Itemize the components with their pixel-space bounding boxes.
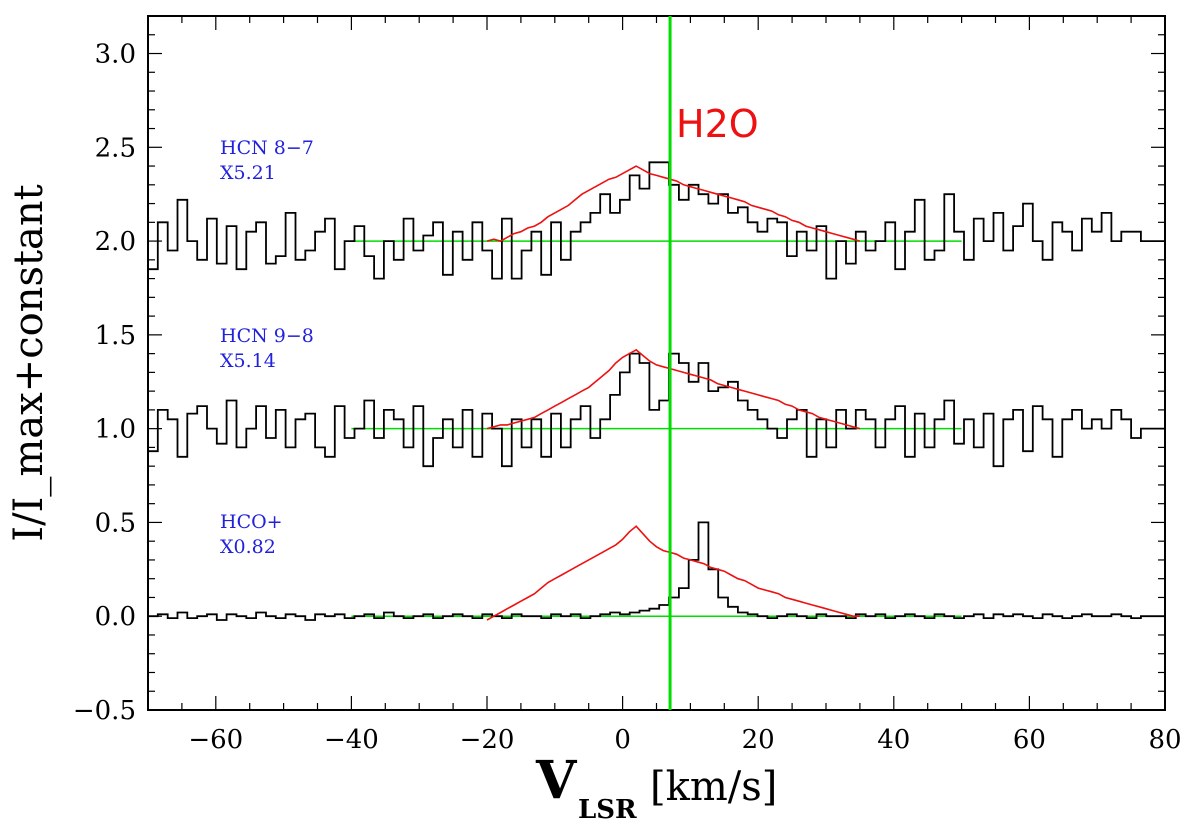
x-axis-label: V LSR [km/s] <box>535 750 777 825</box>
y-tick-label: 0.0 <box>95 602 136 632</box>
y-tick-label: 2.0 <box>95 227 136 257</box>
tick-labels: −60 −40 −20 0 20 40 60 80 −0.5 0.0 0.5 1.0 1.5 2.0 2.5… <box>73 40 1182 755</box>
y-tick-label: 0.5 <box>95 508 136 538</box>
panel-label-line1: HCO+ <box>220 511 283 533</box>
panel-label-line2: X5.14 <box>220 350 276 372</box>
x-tick-label: −40 <box>324 725 379 755</box>
x-tick-label: 80 <box>1148 725 1181 755</box>
spectrum-red-h2o <box>486 165 861 242</box>
spectrum-black-step <box>148 521 1165 621</box>
y-tick-label: 3.0 <box>95 40 136 70</box>
spectrum-black-step <box>148 161 1165 280</box>
panel-annotations: HCN 8−7 X5.21 HCN 9−8 X5.14 HCO+ X0.82 <box>220 137 314 558</box>
plot-area: H2O HCN 8−7 X5.21 HCN 9−8 X5.14 HCO+ X0.82 <box>147 15 1166 711</box>
panel-label-line1: HCN 9−8 <box>220 325 314 347</box>
spectrum-black-step <box>148 352 1165 468</box>
x-tick-label: 60 <box>1013 725 1046 755</box>
x-tick-label: 20 <box>742 725 775 755</box>
x-axis-label-unit: [km/s] <box>650 764 777 810</box>
y-tick-label: 1.0 <box>95 415 136 445</box>
axis-ticks <box>147 15 1166 711</box>
x-axis-label-subscript: LSR <box>578 795 637 825</box>
y-tick-label: 2.5 <box>95 133 136 163</box>
spectrum-red-h2o <box>486 525 860 621</box>
y-tick-label: 1.5 <box>95 321 136 351</box>
panel-label-line2: X5.21 <box>220 162 276 184</box>
panel-label-line2: X0.82 <box>220 536 276 558</box>
plot-frame <box>147 15 1166 711</box>
series-group <box>148 161 1165 621</box>
x-tick-label: −20 <box>460 725 515 755</box>
x-tick-label: 40 <box>877 725 910 755</box>
x-tick-label: 0 <box>614 725 631 755</box>
h2o-label: H2O <box>676 102 759 146</box>
x-tick-label: −60 <box>188 725 243 755</box>
panel-label-line1: HCN 8−7 <box>220 137 314 159</box>
y-axis-label: I/I_max+constant <box>6 184 52 541</box>
x-axis-label-main: V <box>535 750 578 811</box>
spectrum-red-h2o <box>486 348 861 430</box>
y-tick-label: −0.5 <box>73 696 136 726</box>
